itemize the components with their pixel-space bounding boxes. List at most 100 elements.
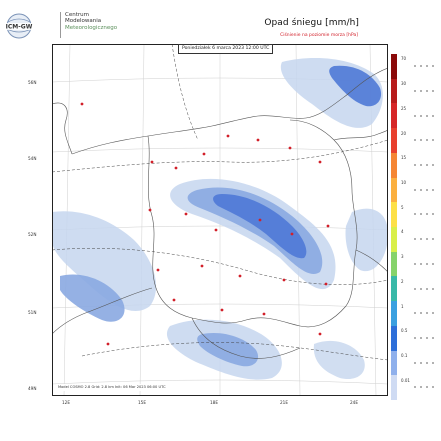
legend-dot [432,336,434,339]
legend-dot [414,114,416,117]
legend-dot [420,114,422,117]
city-marker [184,212,188,216]
snow-west-mid [60,274,125,322]
legend-dot [426,213,428,216]
legend-dot [426,287,428,290]
legend-dot [432,312,434,315]
icm-logo-badge: ICM-GW [4,12,34,40]
legend-label: 15 [401,155,407,161]
legend-dot [420,238,422,241]
legend-swatch [391,78,397,104]
legend-dot [432,65,434,68]
legend-dot [420,312,422,315]
legend-dot [414,361,416,364]
legend-dot [414,139,416,142]
legend-swatch [391,128,397,154]
danish-coast [52,102,73,155]
city-marker [282,278,286,282]
baltic-coastline [71,67,388,155]
city-marker [326,224,330,228]
city-marker [262,312,266,316]
organization-line-1: Centrum [65,12,89,18]
legend-dot [426,312,428,315]
legend-swatch [391,350,397,376]
legend-dot [420,65,422,68]
legend-swatch [391,301,397,327]
city-marker [80,102,84,106]
city-marker [256,138,260,142]
legend-swatch [391,276,397,302]
legend-dot [432,213,434,216]
legend-dot [420,361,422,364]
legend-dot [420,89,422,92]
legend-dot [414,89,416,92]
city-markers [80,102,330,346]
legend-label: 70 [401,56,407,62]
logo-divider [60,12,61,38]
city-marker [290,232,294,236]
legend-dot [426,262,428,265]
lat-label: 51N [28,310,37,315]
legend-dot [414,213,416,216]
legend-label: 3 [401,254,404,260]
organization-name: Centrum Modelowania Meteorologicznego [65,12,117,31]
legend-dot [426,188,428,191]
legend-dot [420,188,422,191]
legend-dot [426,139,428,142]
legend-label: 5 [401,204,404,210]
snow-band-central-mid [187,187,323,274]
legend-dot [420,336,422,339]
germany-czech-border [52,287,153,335]
lat-label: 56N [28,80,37,85]
legend-dot [432,262,434,265]
legend-swatch [391,375,397,401]
city-marker [148,208,152,212]
legend-dot [432,139,434,142]
legend-label: 2 [401,278,404,284]
legend-label: 30 [401,81,407,87]
lon-label: 21E [280,400,288,405]
city-marker [214,228,218,232]
legend-dot [420,287,422,290]
map-title: Opad śniegu [mm/h] [264,18,359,28]
ukraine-belarus-border [355,249,388,273]
snow-south-mid [197,332,259,367]
lithuania-border [333,129,388,141]
map-canvas[interactable] [52,44,388,396]
legend-dot [432,361,434,364]
city-marker [226,134,230,138]
logo-badge-text: ICM-GW [6,24,33,31]
legend-label: 0.1 [401,353,408,359]
legend-dot [426,336,428,339]
snow-southeast-light [313,340,365,380]
slovakia-border [191,317,301,359]
city-marker [220,308,224,312]
legend-dot [426,114,428,117]
legend-label: 1 [401,303,404,309]
globe-logo-icon: ICM-GW [5,13,33,39]
poland-border [147,119,358,328]
legend-dot [414,163,416,166]
borders [52,67,388,359]
isobars [52,44,388,361]
legend-dot [414,386,416,389]
legend-label: 0.01 [401,377,410,383]
city-marker [288,146,292,150]
legend-dot [432,238,434,241]
legend-swatch [391,202,397,228]
legend-dot [420,213,422,216]
legend-dot [414,312,416,315]
precipitation-legend-bar [391,54,397,401]
lat-label: 54N [28,156,37,161]
legend-dot [414,336,416,339]
legend-label: 4 [401,229,404,235]
legend-dot [426,361,428,364]
legend-swatch [391,251,397,277]
legend-dot [432,114,434,117]
city-marker [258,218,262,222]
forecast-time-label: Poniedziałek 6 marca 2023 12:00 UTC [178,44,274,54]
legend-label: 10 [401,180,407,186]
legend-label: 25 [401,105,407,111]
snow-band-central-heavy [213,194,307,259]
